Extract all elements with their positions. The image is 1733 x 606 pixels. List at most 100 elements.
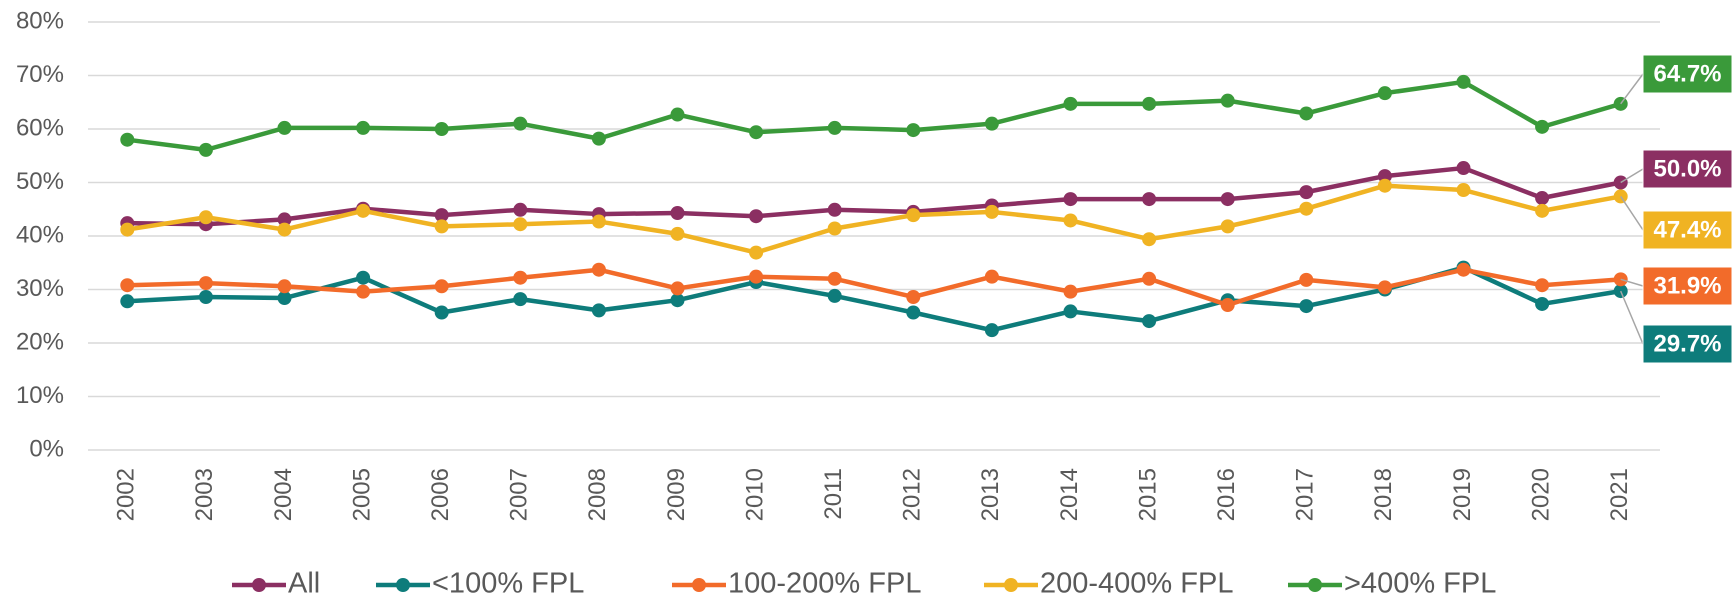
value-label: 29.7% <box>1653 330 1721 357</box>
point <box>1299 201 1314 216</box>
x-tick-label: 2021 <box>1606 468 1633 521</box>
x-tick-label: 2015 <box>1134 468 1161 521</box>
point <box>1535 296 1550 311</box>
x-tick-label: 2013 <box>977 468 1004 521</box>
point <box>513 202 528 217</box>
point <box>827 120 842 135</box>
point <box>906 305 921 320</box>
legend-marker <box>692 578 706 592</box>
point <box>1142 314 1157 329</box>
value-label: 47.4% <box>1653 216 1721 243</box>
callout-box <box>1642 324 1733 364</box>
callout-box <box>1642 149 1733 189</box>
series-line <box>126 183 1622 255</box>
callout-box <box>1642 266 1733 306</box>
point <box>356 284 371 299</box>
point <box>1299 106 1314 121</box>
x-tick-label: 2007 <box>506 468 533 521</box>
point <box>1456 182 1471 197</box>
series-line <box>127 267 1621 308</box>
callout-line <box>1620 73 1644 105</box>
callout-line <box>1620 278 1644 287</box>
point <box>1063 192 1078 207</box>
point <box>1220 93 1235 108</box>
legend-label: >400% FPL <box>1344 568 1496 600</box>
point <box>1063 304 1078 319</box>
point <box>120 222 135 237</box>
x-tick-label: 2010 <box>741 468 768 521</box>
point <box>906 289 921 304</box>
legend-marker <box>252 578 266 592</box>
point <box>1063 96 1078 111</box>
callout-line <box>1620 290 1644 345</box>
point <box>670 281 685 296</box>
legend-label: 100-200% FPL <box>728 568 921 600</box>
x-tick-label: 2002 <box>113 468 140 521</box>
point <box>1142 232 1157 247</box>
point <box>434 122 449 136</box>
point <box>670 226 685 241</box>
series-line <box>127 79 1622 153</box>
point <box>984 116 999 131</box>
y-tick-label: 60% <box>16 114 64 141</box>
point <box>591 303 606 318</box>
x-tick-label: 2009 <box>663 468 690 521</box>
point <box>1220 192 1235 207</box>
legend-label: <100% FPL <box>432 568 584 600</box>
point <box>906 208 921 223</box>
callout-box <box>1642 54 1733 94</box>
point <box>1535 191 1550 206</box>
point <box>434 208 449 223</box>
point <box>513 270 528 285</box>
point <box>1456 161 1471 176</box>
point <box>198 210 213 225</box>
value-label: 50.0% <box>1653 155 1721 182</box>
y-tick-label: 10% <box>16 382 64 409</box>
point <box>1063 284 1078 299</box>
x-tick-label: 2017 <box>1292 468 1319 521</box>
point <box>1456 262 1471 277</box>
point <box>434 305 449 320</box>
point <box>198 142 213 157</box>
point <box>513 292 528 307</box>
point <box>198 289 213 304</box>
point <box>1220 219 1235 234</box>
value-label: 64.7% <box>1653 60 1721 87</box>
point <box>120 132 135 147</box>
point <box>1377 178 1392 193</box>
point <box>513 116 528 131</box>
y-tick-label: 0% <box>29 435 64 462</box>
series-line <box>127 265 1622 333</box>
point <box>277 291 292 306</box>
legend-marker <box>1308 578 1322 592</box>
point <box>984 323 999 338</box>
x-tick-label: 2018 <box>1370 468 1397 521</box>
point <box>749 269 764 284</box>
point <box>1535 119 1550 134</box>
legend-label: 200-400% FPL <box>1040 568 1233 600</box>
point <box>749 245 764 260</box>
y-tick-label: 50% <box>16 168 64 195</box>
point <box>1299 272 1314 287</box>
y-tick-label: 20% <box>16 328 64 355</box>
point <box>827 288 842 303</box>
callout-line <box>1620 168 1644 184</box>
point <box>984 204 999 219</box>
x-tick-label: 2003 <box>191 468 218 521</box>
point <box>434 219 449 234</box>
point <box>670 107 685 122</box>
point <box>277 279 292 294</box>
point <box>670 205 685 220</box>
point <box>827 221 842 236</box>
point <box>1377 86 1392 101</box>
point <box>356 120 371 135</box>
x-tick-label: 2020 <box>1527 468 1554 521</box>
point <box>591 131 606 146</box>
point <box>1142 96 1157 111</box>
x-tick-label: 2012 <box>899 468 926 521</box>
x-tick-label: 2005 <box>348 468 375 521</box>
point <box>1377 169 1392 184</box>
x-tick-label: 2008 <box>584 468 611 521</box>
x-tick-label: 2019 <box>1449 468 1476 521</box>
